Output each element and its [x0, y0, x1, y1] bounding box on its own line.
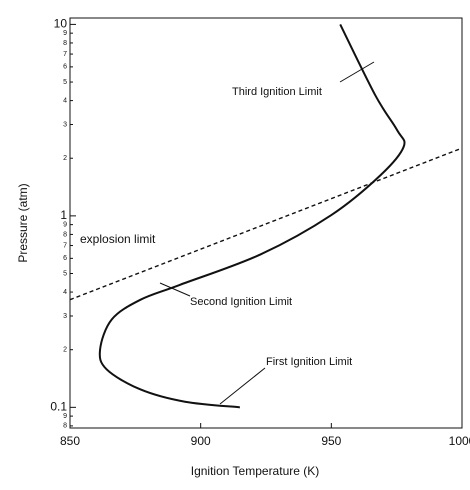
- series-line: [69, 147, 463, 301]
- y-tick-label: 1: [60, 208, 67, 222]
- y-tick-label: 2: [63, 347, 67, 354]
- x-axis-label: Ignition Temperature (K): [191, 464, 320, 478]
- x-tick-label: 1000: [449, 434, 470, 448]
- y-tick-label: 8: [63, 40, 67, 47]
- y-tick-label: 5: [63, 79, 67, 86]
- annotation: explosion limit: [80, 232, 156, 246]
- y-tick-label: 3: [63, 121, 67, 128]
- y-tick-label: 7: [63, 51, 67, 58]
- annotation: First Ignition Limit: [266, 356, 352, 368]
- y-axis-label: Pressure (atm): [16, 183, 30, 262]
- y-tick-label: 3: [63, 313, 67, 320]
- y-tick-label: 6: [63, 255, 67, 262]
- series-line: [98, 23, 406, 409]
- y-tick-label: 8: [63, 423, 67, 430]
- y-tick-label: 2: [63, 155, 67, 162]
- arrow: [219, 367, 266, 405]
- y-tick-label: 10: [54, 17, 68, 31]
- plot-frame: [69, 17, 463, 429]
- y-tick-label: 9: [63, 221, 67, 228]
- y-tick-label: 5: [63, 270, 67, 277]
- y-tick-label: 9: [63, 30, 67, 37]
- x-tick-label: 900: [191, 434, 211, 448]
- y-tick-label: 0.1: [50, 400, 67, 414]
- arrow: [159, 282, 191, 297]
- y-tick-label: 6: [63, 64, 67, 71]
- arrow: [339, 61, 375, 83]
- annotation: Second Ignition Limit: [190, 296, 292, 308]
- y-tick-label: 8: [63, 231, 67, 238]
- x-tick-label: 850: [60, 434, 80, 448]
- y-tick-label: 4: [63, 289, 67, 296]
- y-tick-label: 4: [63, 97, 67, 104]
- x-tick-label: 950: [321, 434, 341, 448]
- y-tick-label: 9: [63, 413, 67, 420]
- annotation-arrows: [159, 61, 375, 405]
- y-tick-label: 7: [63, 242, 67, 249]
- annotation: Third Ignition Limit: [232, 86, 322, 98]
